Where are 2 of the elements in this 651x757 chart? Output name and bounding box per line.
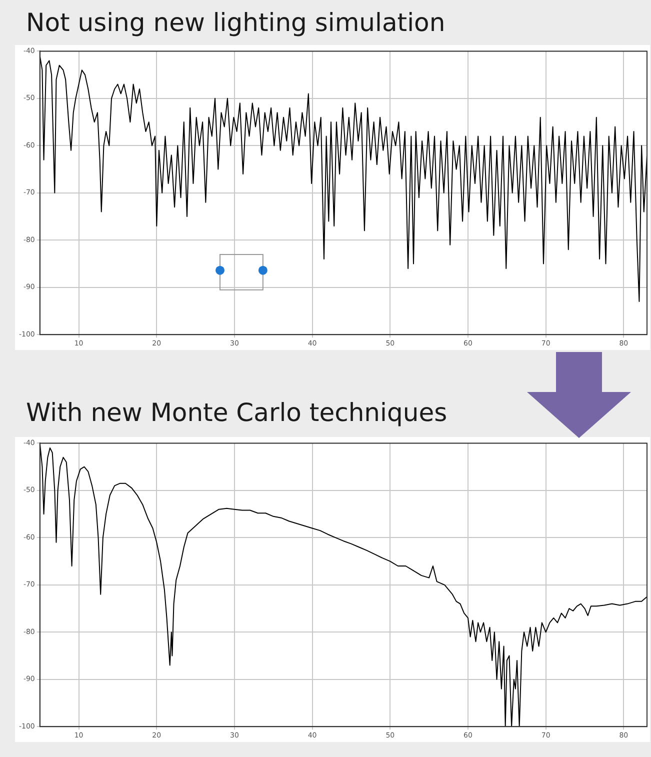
- chart-title: With new Monte Carlo techniques: [26, 398, 448, 427]
- chart-title: Not using new lighting simulation: [26, 8, 446, 37]
